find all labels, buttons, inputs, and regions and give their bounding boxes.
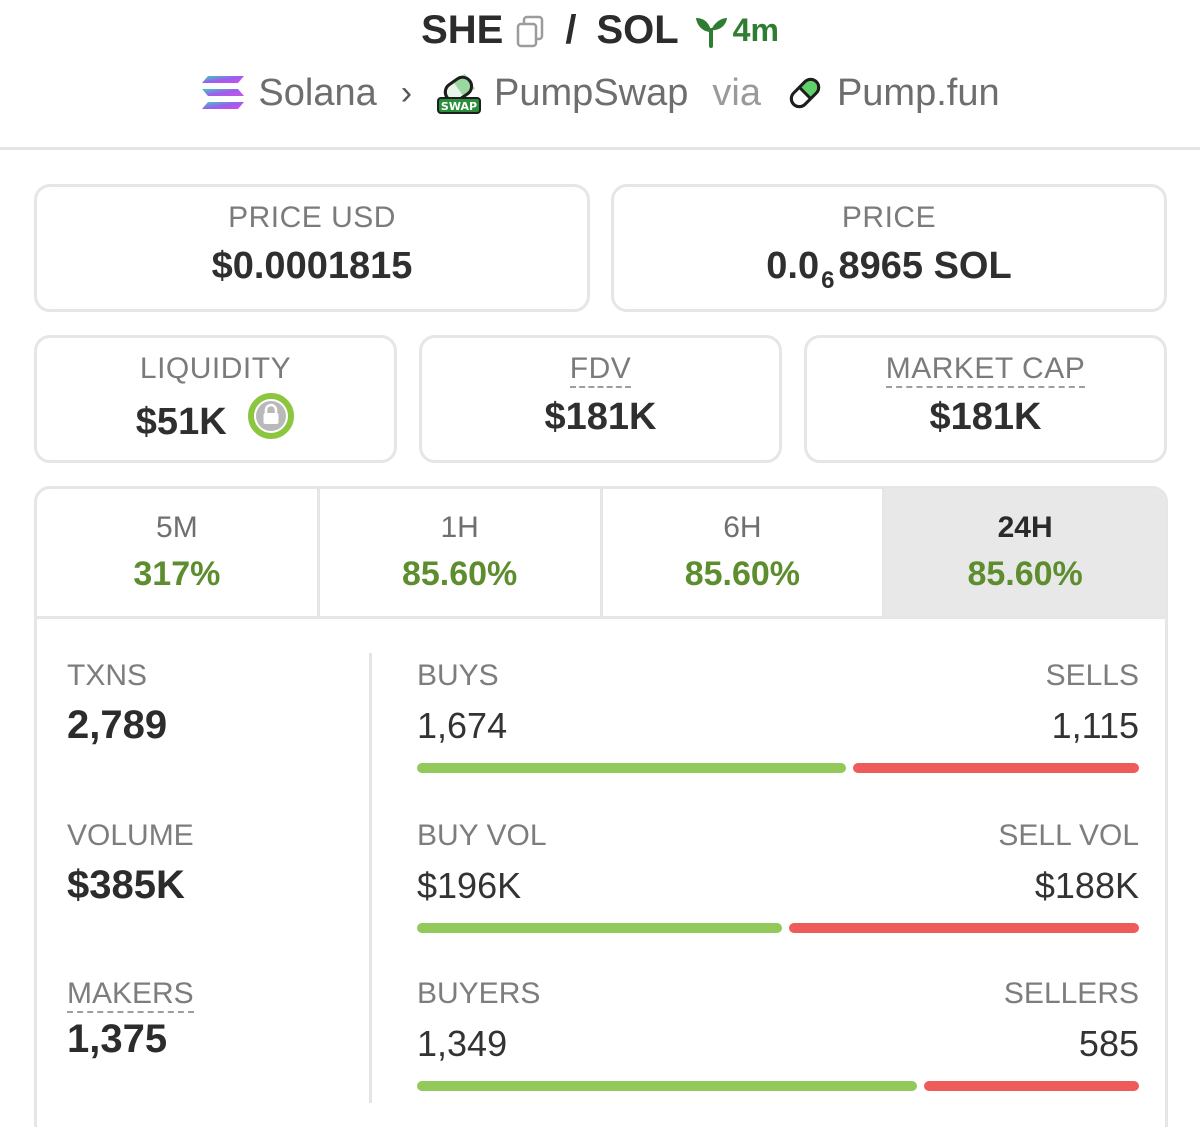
sell-bar xyxy=(924,1081,1139,1091)
price-usd-value: $0.0001815 xyxy=(211,245,413,287)
price-change: 85.60% xyxy=(684,555,801,593)
liquidity-value-row: $51K xyxy=(37,392,394,444)
launchpad-link[interactable]: Pump.fun xyxy=(836,71,1000,114)
sell-vol-label: SELL VOL xyxy=(998,819,1139,852)
lock-icon[interactable] xyxy=(247,392,295,440)
market-cap-card: MARKET CAP $181K xyxy=(804,335,1167,463)
txns-label: TXNS xyxy=(67,659,148,692)
tab-label: 6H xyxy=(723,511,762,544)
makers-label[interactable]: MAKERS xyxy=(67,977,194,1013)
price-native-card: PRICE 0.06 8965 SOL xyxy=(611,184,1167,312)
pair-age: 4m xyxy=(693,12,779,49)
price-native-unit: SOL xyxy=(933,245,1012,287)
chain-link[interactable]: Solana xyxy=(258,71,377,114)
txns-split: BUYS SELLS 1,674 1,115 xyxy=(417,659,1139,773)
makers-stat: MAKERS 1,375 xyxy=(67,977,194,1062)
sells-label: SELLS xyxy=(1045,659,1139,692)
price-change: 85.60% xyxy=(967,555,1083,593)
tab-1h[interactable]: 1H 85.60% xyxy=(320,489,603,616)
price-native-prefix: 0.0 xyxy=(766,245,820,287)
volume-ratio-bar xyxy=(417,923,1139,933)
price-usd-card: PRICE USD $0.0001815 xyxy=(34,184,590,312)
price-native-digits: 8965 xyxy=(838,245,924,287)
pair-header: SHE / SOL 4m xyxy=(0,0,1200,150)
timeframe-tabs: 5M 317% 1H 85.60% 6H 85.60% 24H 85.60% xyxy=(37,489,1165,619)
via-text: via xyxy=(712,71,761,114)
makers-ratio-bar xyxy=(417,1081,1139,1091)
liquidity-value: $51K xyxy=(135,401,227,443)
buys-value: 1,674 xyxy=(417,705,508,746)
market-cap-value: $181K xyxy=(929,396,1042,438)
tab-5m[interactable]: 5M 317% xyxy=(37,489,320,616)
sell-vol-value: $188K xyxy=(1034,865,1139,906)
quote-symbol: SOL xyxy=(596,8,679,52)
liquidity-card: LIQUIDITY $51K xyxy=(34,335,397,463)
fdv-card: FDV $181K xyxy=(419,335,782,463)
sprout-icon xyxy=(695,17,727,48)
tab-label: 1H xyxy=(440,511,479,544)
tab-label: 24H xyxy=(997,511,1053,544)
pair-separator: / xyxy=(565,8,577,52)
price-native-label: PRICE xyxy=(841,201,937,234)
token-symbol: SHE xyxy=(421,8,504,52)
volume-label: VOLUME xyxy=(67,819,194,852)
tab-label: 5M xyxy=(156,511,198,544)
volume-split: BUY VOL SELL VOL $196K $188K xyxy=(417,819,1139,933)
makers-value: 1,375 xyxy=(67,1017,168,1061)
solana-logo xyxy=(200,74,246,112)
buyers-value: 1,349 xyxy=(417,1023,508,1064)
buy-bar xyxy=(417,1081,917,1091)
stats-divider xyxy=(369,653,372,1103)
buy-bar xyxy=(417,923,782,933)
chevron-right-icon: › xyxy=(400,73,413,112)
price-native-value: 0.06 8965 SOL xyxy=(614,245,1164,295)
fdv-value: $181K xyxy=(544,396,657,438)
pair-age-text: 4m xyxy=(732,12,779,48)
volume-value: $385K xyxy=(67,863,185,907)
tab-24h[interactable]: 24H 85.60% xyxy=(885,489,1165,616)
makers-split: BUYERS SELLERS 1,349 585 xyxy=(417,977,1139,1091)
txns-stat: TXNS 2,789 xyxy=(67,659,167,748)
txns-value: 2,789 xyxy=(67,703,168,747)
buyers-label: BUYERS xyxy=(417,977,541,1010)
sell-bar xyxy=(789,923,1139,933)
sell-bar xyxy=(853,763,1139,773)
buys-label: BUYS xyxy=(417,659,499,692)
buy-vol-value: $196K xyxy=(417,865,522,906)
liquidity-label: LIQUIDITY xyxy=(139,352,292,385)
price-change: 85.60% xyxy=(401,555,518,593)
fdv-label[interactable]: FDV xyxy=(569,352,632,388)
pumpfun-pill-icon xyxy=(785,73,825,113)
buy-vol-label: BUY VOL xyxy=(417,819,547,852)
price-native-zero-count: 6 xyxy=(821,267,835,294)
price-usd-label: PRICE USD xyxy=(228,201,396,234)
price-change: 317% xyxy=(133,555,221,593)
buy-bar xyxy=(417,763,846,773)
dex-link[interactable]: PumpSwap xyxy=(494,71,689,114)
pair-title: SHE / SOL 4m xyxy=(0,8,1200,53)
sells-value: 1,115 xyxy=(1051,705,1139,746)
pumpswap-logo: SWAP xyxy=(436,70,482,116)
breadcrumb: Solana › SWAP PumpSwap via xyxy=(0,70,1200,116)
copy-icon[interactable] xyxy=(515,14,545,48)
stats-panel: 5M 317% 1H 85.60% 6H 85.60% 24H 85.60% T… xyxy=(34,486,1168,1127)
swap-badge-text: SWAP xyxy=(441,100,477,113)
volume-stat: VOLUME $385K xyxy=(67,819,194,908)
txns-ratio-bar xyxy=(417,763,1139,773)
tab-6h[interactable]: 6H 85.60% xyxy=(603,489,886,616)
sellers-value: 585 xyxy=(1078,1023,1139,1064)
sellers-label: SELLERS xyxy=(1003,977,1139,1010)
market-cap-label[interactable]: MARKET CAP xyxy=(885,352,1086,388)
